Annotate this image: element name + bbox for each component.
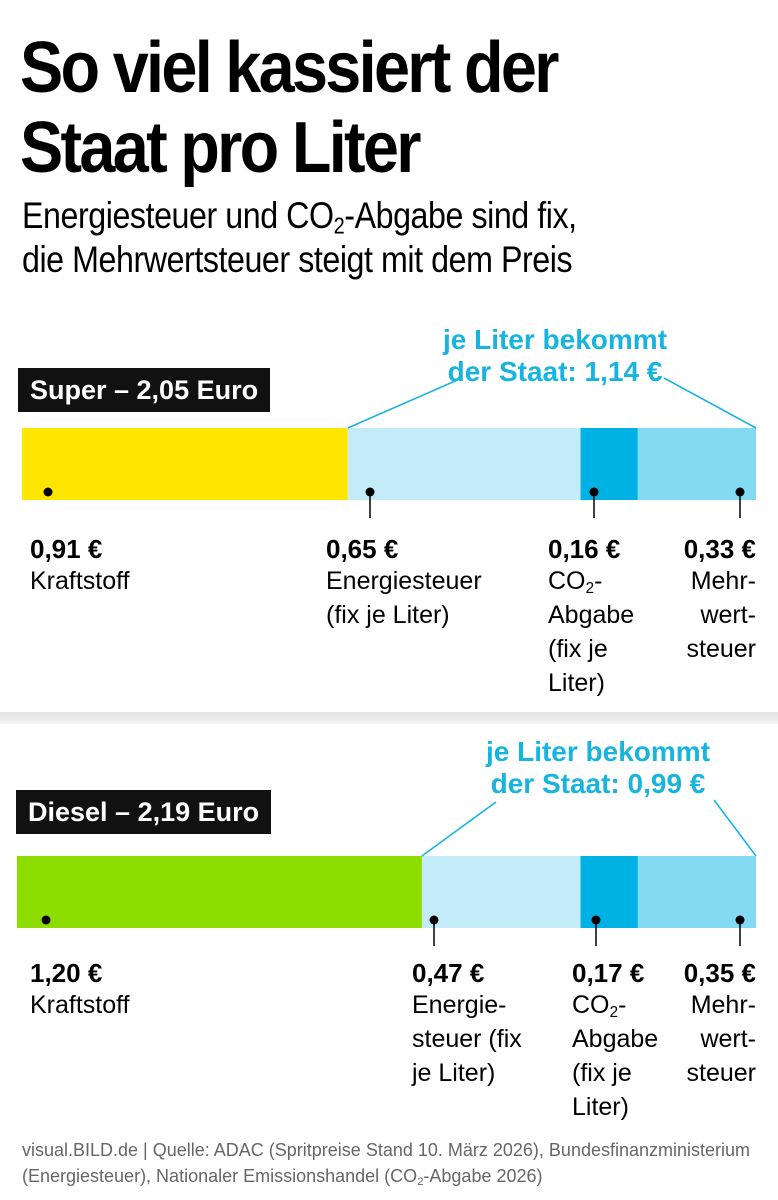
section-divider [0,712,778,724]
source-note: visual.BILD.de | Quelle: ADAC (Spritprei… [22,1140,751,1188]
diesel-state-callout: je Liter bekommt der Staat: 0,99 € [468,736,728,800]
diesel-bar-energiesteuer [421,856,581,928]
super-price-label: Super – 2,05 Euro [18,368,271,412]
super-mwst-desc: Mehr- wert- steuer [686,567,756,663]
super-energiesteuer-value: 0,65 € [326,534,399,564]
diesel-callout-line-2: der Staat: 0,99 € [490,768,706,799]
super-co2-desc: CO2- Abgabe (fix je Liter) [548,567,635,697]
diesel-bar-mwst [637,856,756,928]
super-marker-kraftstoff [43,487,53,497]
diesel-callout-line-right [713,799,757,857]
super-energiesteuer-desc: Energiesteuer (fix je Liter) [326,567,482,629]
diesel-bar-chart [17,799,757,946]
diesel-chart-panel: Diesel – 2,19 Euro je Liter bekommt der … [0,724,778,1132]
super-kraftstoff-desc: Kraftstoff [30,567,130,595]
super-callout-line-2: der Staat: 1,14 € [447,356,663,387]
diesel-callout-line-1: je Liter bekommt [485,736,711,767]
super-bar-mwst [637,428,756,500]
super-kraftstoff-value: 0,91 € [30,534,103,564]
diesel-mwst-value: 0,35 € [683,958,756,988]
diesel-energiesteuer-value: 0,47 € [412,958,485,988]
super-bar-co2 [580,428,638,500]
super-callout-line-left [347,377,463,429]
super-mwst-value: 0,33 € [683,534,756,564]
diesel-marker-kraftstoff [41,915,51,925]
super-co2-value: 0,16 € [548,534,621,564]
super-callout-line-1: je Liter bekommt [442,324,668,355]
super-bar-energiesteuer [347,428,581,500]
subtitle-line-2: die Mehrwertsteuer steigt mit dem Preis [22,239,573,280]
diesel-price-label: Diesel – 2,19 Euro [16,790,272,834]
diesel-kraftstoff-desc: Kraftstoff [30,991,130,1019]
diesel-mwst-desc: Mehr- wert- steuer [686,991,756,1087]
super-chart-panel: Super – 2,05 Euro je Liter bekommt der S… [0,300,778,712]
diesel-callout-line-left [421,801,497,857]
super-state-callout: je Liter bekommt der Staat: 1,14 € [425,324,685,388]
super-bar-chart [22,377,757,518]
diesel-co2-value: 0,17 € [572,958,645,988]
page-title: So viel kassiert der Staat pro Liter [20,28,559,188]
super-bar-kraftstoff [22,428,348,500]
diesel-bar-kraftstoff [17,856,422,928]
diesel-kraftstoff-value: 1,20 € [30,958,103,988]
page-subtitle: Energiesteuer und CO2-Abgabe sind fix, d… [22,194,718,282]
diesel-bar-co2 [580,856,638,928]
diesel-co2-desc: CO2- Abgabe (fix je Liter) [572,991,659,1121]
diesel-energiesteuer-desc: Energie- steuer (fix je Liter) [412,991,522,1087]
subtitle-line-1: Energiesteuer und CO2-Abgabe sind fix, [22,195,577,239]
super-callout-line-right [663,377,757,429]
